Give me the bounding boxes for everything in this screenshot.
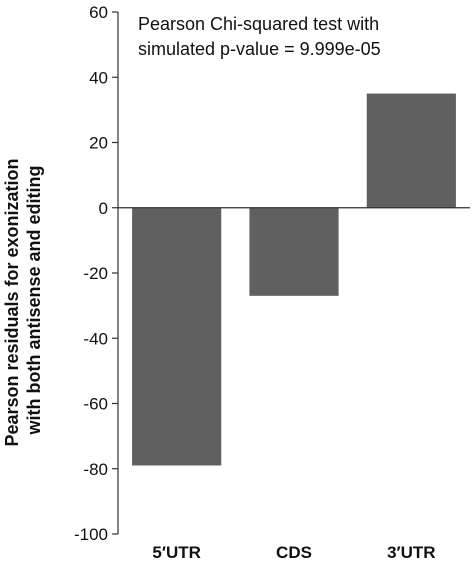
y-tick-label-3: 0	[99, 199, 108, 218]
x-category-label-0: 5′UTR	[152, 543, 200, 562]
bar-0	[132, 207, 222, 466]
annotation-line-1: Pearson Chi-squared test with	[138, 14, 379, 34]
y-axis-label-line-1: Pearson residuals for exonization	[2, 158, 22, 446]
bars-group	[132, 93, 456, 466]
chart-annotation: Pearson Chi-squared test with simulated …	[138, 14, 384, 59]
x-category-label-2: 3′UTR	[387, 543, 435, 562]
bar-1	[249, 207, 339, 296]
x-category-label-1: CDS	[276, 543, 312, 562]
y-tick-label-7: -80	[83, 460, 108, 479]
y-tick-label-1: 40	[89, 68, 108, 87]
y-axis-label-line-2: with both antisense and editing	[24, 165, 44, 435]
bar-2	[366, 93, 456, 208]
y-tick-label-6: -60	[83, 395, 108, 414]
y-ticks-group: 60 40 20 0 -20 -40 -60 -80 -100	[74, 3, 118, 544]
y-tick-label-4: -20	[83, 264, 108, 283]
annotation-line-2: simulated p-value = 9.999e-05	[138, 39, 381, 59]
category-labels-group: 5′UTR CDS 3′UTR	[152, 543, 435, 562]
y-axis-label: Pearson residuals for exonization with b…	[2, 153, 44, 446]
y-tick-label-8: -100	[74, 525, 108, 544]
y-tick-label-2: 20	[89, 134, 108, 153]
y-tick-label-0: 60	[89, 3, 108, 22]
y-tick-label-5: -40	[83, 329, 108, 348]
